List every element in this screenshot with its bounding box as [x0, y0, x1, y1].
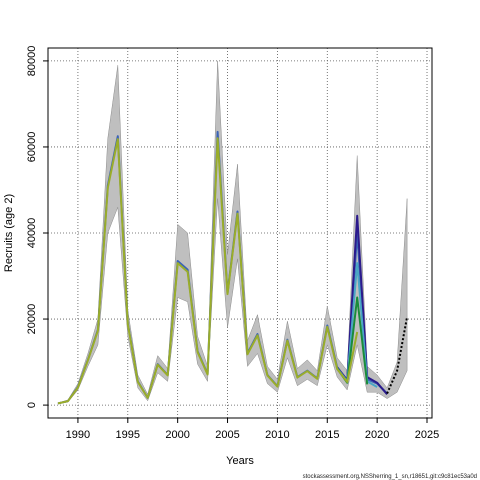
y-tick-label: 20000: [26, 304, 38, 335]
series-line-5: [386, 316, 409, 394]
x-tick-label: 2010: [265, 429, 289, 441]
x-axis-title: Years: [226, 455, 254, 467]
confidence-band-area: [57, 60, 408, 405]
x-tick-label: 2000: [165, 429, 189, 441]
x-axis-ticks: 1990 1995 2000 2005 2010 2015 2020 2025: [66, 418, 439, 441]
y-tick-label: 0: [26, 402, 38, 408]
x-tick-label: 1995: [116, 429, 140, 441]
y-tick-label: 80000: [26, 46, 38, 77]
x-tick-label: 2025: [415, 429, 439, 441]
y-axis-title: Recruits (age 2): [3, 194, 15, 272]
footer-note: stockassessment.org,NSSherring_1_sn,r186…: [303, 474, 477, 480]
y-tick-label: 40000: [26, 218, 38, 249]
x-tick-label: 2005: [215, 429, 239, 441]
x-tick-label: 2020: [365, 429, 389, 441]
series-line-4: [57, 137, 359, 405]
series-lines: [57, 130, 409, 405]
y-tick-label: 60000: [26, 132, 38, 163]
y-axis-ticks: 0 20000 40000 60000 80000: [26, 46, 48, 408]
x-tick-label: 1990: [66, 429, 90, 441]
confidence-band: [57, 60, 408, 405]
x-tick-label: 2015: [315, 429, 339, 441]
